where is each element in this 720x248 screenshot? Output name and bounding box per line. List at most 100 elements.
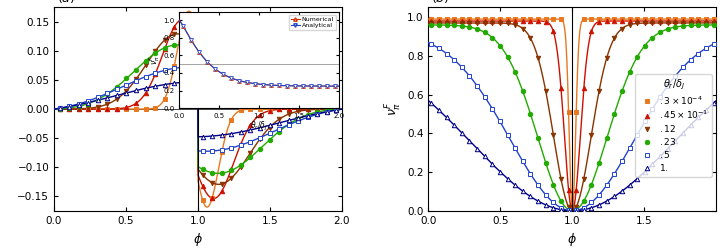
$.23$ xyxy=(595,161,603,164)
$.12$ xyxy=(495,22,504,25)
$.5$ xyxy=(564,209,573,212)
$.12$ xyxy=(694,21,703,24)
$.5$ xyxy=(656,95,665,98)
$1.$ xyxy=(518,190,527,193)
$.3 \times 10^{-4}$ xyxy=(641,18,649,21)
$.23$ xyxy=(686,24,695,27)
$.3 \times 10^{-4}$ xyxy=(473,18,482,21)
$.5$ xyxy=(534,184,542,187)
$.12$ xyxy=(618,27,626,30)
$.12$ xyxy=(549,133,558,136)
$.12$ xyxy=(480,21,489,24)
$1.$ xyxy=(633,177,642,180)
$.5$ xyxy=(671,74,680,77)
$.3 \times 10^{-4}$ xyxy=(557,18,565,21)
$.12$ xyxy=(580,177,588,180)
$.5$ xyxy=(701,47,710,50)
$1.$ xyxy=(427,102,436,105)
$.3 \times 10^{-4}$ xyxy=(656,18,665,21)
$.23$ xyxy=(663,28,672,31)
$.23$ xyxy=(564,208,573,211)
$1.$ xyxy=(679,131,688,134)
$.45 \times 10^{-1}$ xyxy=(663,20,672,23)
$.3 \times 10^{-4}$ xyxy=(686,18,695,21)
$1.$ xyxy=(625,184,634,187)
$.5$ xyxy=(641,120,649,123)
$1.$ xyxy=(503,177,512,180)
$.45 \times 10^{-1}$ xyxy=(656,20,665,23)
$.5$ xyxy=(694,52,703,55)
$.45 \times 10^{-1}$ xyxy=(473,20,482,23)
$.5$ xyxy=(518,160,527,163)
$.45 \times 10^{-1}$ xyxy=(564,188,573,191)
$.45 \times 10^{-1}$ xyxy=(694,20,703,23)
$1.$ xyxy=(595,203,603,206)
$.23$ xyxy=(541,161,550,164)
$1.$ xyxy=(480,155,489,158)
$1.$ xyxy=(473,147,482,150)
$.23$ xyxy=(465,26,474,29)
$1.$ xyxy=(557,208,565,211)
$.3 \times 10^{-4}$ xyxy=(518,18,527,21)
$.5$ xyxy=(587,201,595,204)
$.3 \times 10^{-4}$ xyxy=(603,18,611,21)
$.23$ xyxy=(679,25,688,28)
$.23$ xyxy=(701,24,710,27)
$.5$ xyxy=(557,206,565,209)
$.5$ xyxy=(595,193,603,196)
$.23$ xyxy=(526,112,535,115)
$.45 \times 10^{-1}$ xyxy=(671,20,680,23)
$.3 \times 10^{-4}$ xyxy=(564,110,573,113)
$.5$ xyxy=(618,160,626,163)
$1.$ xyxy=(641,170,649,173)
$.23$ xyxy=(625,71,634,74)
$.45 \times 10^{-1}$ xyxy=(488,20,497,23)
$.45 \times 10^{-1}$ xyxy=(679,20,688,23)
$.45 \times 10^{-1}$ xyxy=(595,20,603,23)
$.45 \times 10^{-1}$ xyxy=(526,20,535,23)
$1.$ xyxy=(603,200,611,203)
$.5$ xyxy=(526,172,535,175)
$.3 \times 10^{-4}$ xyxy=(541,18,550,21)
$.12$ xyxy=(709,21,718,24)
$.45 \times 10^{-1}$ xyxy=(435,20,444,23)
$.12$ xyxy=(671,21,680,24)
$.23$ xyxy=(503,55,512,58)
$.3 \times 10^{-4}$ xyxy=(488,18,497,21)
$.45 \times 10^{-1}$ xyxy=(572,188,580,191)
$.3 \times 10^{-4}$ xyxy=(495,18,504,21)
$.12$ xyxy=(511,23,520,26)
$.12$ xyxy=(526,37,535,40)
$.45 \times 10^{-1}$ xyxy=(480,20,489,23)
$.23$ xyxy=(457,25,466,28)
$.45 \times 10^{-1}$ xyxy=(511,20,520,23)
$.3 \times 10^{-4}$ xyxy=(679,18,688,21)
$.45 \times 10^{-1}$ xyxy=(587,30,595,33)
$.5$ xyxy=(427,43,436,46)
$.45 \times 10^{-1}$ xyxy=(641,20,649,23)
Line: $.12$: $.12$ xyxy=(429,21,716,209)
$.12$ xyxy=(663,21,672,24)
$.23$ xyxy=(709,23,718,26)
$.3 \times 10^{-4}$ xyxy=(442,18,451,21)
$.5$ xyxy=(679,66,688,69)
$.5$ xyxy=(435,47,444,50)
$1.$ xyxy=(701,109,710,112)
$.45 \times 10^{-1}$ xyxy=(427,20,436,23)
$1.$ xyxy=(488,163,497,166)
$.45 \times 10^{-1}$ xyxy=(442,20,451,23)
$.12$ xyxy=(541,89,550,92)
$.23$ xyxy=(587,183,595,186)
$.23$ xyxy=(495,44,504,47)
$.3 \times 10^{-4}$ xyxy=(709,18,718,21)
$.23$ xyxy=(511,71,520,74)
$.12$ xyxy=(701,21,710,24)
$.3 \times 10^{-4}$ xyxy=(427,18,436,21)
$.12$ xyxy=(427,21,436,24)
$.45 \times 10^{-1}$ xyxy=(633,20,642,23)
$1.$ xyxy=(572,209,580,212)
$.3 \times 10^{-4}$ xyxy=(701,18,710,21)
$.12$ xyxy=(473,21,482,24)
$.5$ xyxy=(663,84,672,87)
$.3 \times 10^{-4}$ xyxy=(534,18,542,21)
